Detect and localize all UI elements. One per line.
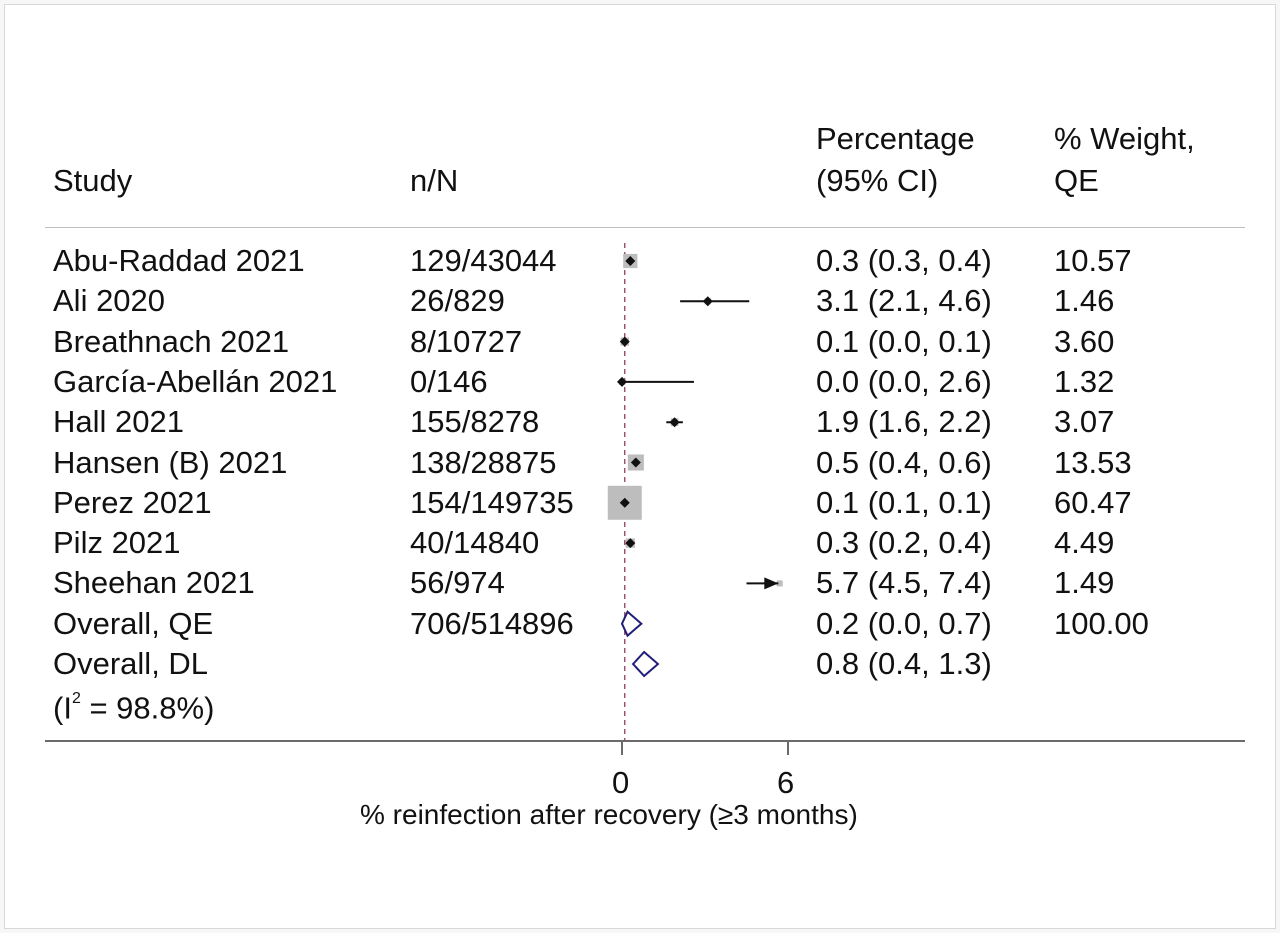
point-estimate bbox=[619, 336, 630, 347]
heterogeneity-sup: 2 bbox=[71, 690, 81, 707]
overall-diamond bbox=[620, 610, 643, 638]
heterogeneity-label: (I2 = 98.8%) bbox=[53, 685, 214, 726]
point-estimate bbox=[619, 497, 630, 508]
study-n-over-n: 155/8278 bbox=[410, 404, 540, 440]
heterogeneity-suffix: = 98.8%) bbox=[80, 690, 215, 726]
study-n-over-n: 706/514896 bbox=[410, 605, 574, 641]
study-name: Sheehan 2021 bbox=[53, 565, 255, 601]
study-ci: 0.8 (0.4, 1.3) bbox=[816, 646, 992, 681]
study-weight: 4.49 bbox=[1054, 525, 1115, 561]
forest-chart bbox=[607, 243, 789, 755]
study-name: Overall, QE bbox=[53, 605, 214, 641]
study-ci: 5.7 (4.5, 7.4) bbox=[816, 565, 992, 601]
study-n-over-n: 56/974 bbox=[410, 565, 505, 601]
study-ci: 0.3 (0.3, 0.4) bbox=[816, 243, 992, 278]
header-weight-qe: QE bbox=[1054, 163, 1099, 198]
study-weight: 60.47 bbox=[1054, 484, 1132, 520]
header-rule bbox=[45, 227, 1245, 228]
x-tick-label-6: 6 bbox=[777, 765, 795, 800]
point-estimate bbox=[617, 376, 627, 387]
x-tick-label-0: 0 bbox=[612, 765, 630, 800]
study-ci: 0.0 (0.0, 2.6) bbox=[816, 363, 992, 399]
point-estimate bbox=[625, 256, 636, 266]
study-n-over-n: 0/146 bbox=[410, 363, 488, 399]
study-weight: 10.57 bbox=[1054, 243, 1132, 278]
study-weight: 1.32 bbox=[1054, 363, 1115, 399]
overall-diamond bbox=[631, 650, 660, 678]
study-weight: 13.53 bbox=[1054, 444, 1132, 480]
study-n-over-n: 154/149735 bbox=[410, 484, 574, 520]
study-ci: 0.1 (0.0, 0.1) bbox=[816, 323, 992, 359]
study-weight: 1.46 bbox=[1054, 283, 1115, 319]
study-n-over-n: 129/43044 bbox=[410, 243, 557, 278]
study-weight: 3.07 bbox=[1054, 404, 1115, 440]
header-ci: (95% CI) bbox=[816, 163, 939, 198]
header-percentage: Percentage bbox=[816, 121, 975, 156]
study-weight: 100.00 bbox=[1054, 605, 1149, 641]
clip-arrow bbox=[764, 577, 779, 590]
study-name: Perez 2021 bbox=[53, 484, 212, 520]
study-name: Hansen (B) 2021 bbox=[53, 444, 288, 480]
study-name: Overall, DL bbox=[53, 646, 209, 681]
study-ci: 0.3 (0.2, 0.4) bbox=[816, 525, 992, 561]
header-study: Study bbox=[53, 163, 133, 198]
weight-box bbox=[776, 580, 783, 587]
study-n-over-n: 8/10727 bbox=[410, 323, 523, 359]
study-weight: 1.49 bbox=[1054, 565, 1115, 601]
study-n-over-n: 26/829 bbox=[410, 283, 505, 319]
study-ci: 0.1 (0.1, 0.1) bbox=[816, 484, 992, 520]
study-name: Pilz 2021 bbox=[53, 525, 181, 561]
study-weight: 3.60 bbox=[1054, 323, 1115, 359]
study-ci: 0.2 (0.0, 0.7) bbox=[816, 605, 992, 641]
point-estimate bbox=[630, 457, 641, 468]
header-n-over-n: n/N bbox=[410, 163, 459, 198]
axis-line bbox=[45, 740, 1245, 742]
point-estimate bbox=[669, 417, 680, 428]
study-n-over-n: 40/14840 bbox=[410, 525, 540, 561]
study-name: Abu-Raddad 2021 bbox=[53, 243, 305, 278]
study-n-over-n: 138/28875 bbox=[410, 444, 557, 480]
heterogeneity-prefix: (I bbox=[53, 690, 72, 726]
study-ci: 0.5 (0.4, 0.6) bbox=[816, 444, 992, 480]
point-estimate bbox=[625, 538, 636, 549]
point-estimate bbox=[702, 296, 713, 307]
study-ci: 1.9 (1.6, 2.2) bbox=[816, 404, 992, 440]
header-weight: % Weight, bbox=[1054, 121, 1195, 156]
study-ci: 3.1 (2.1, 4.6) bbox=[816, 283, 992, 319]
study-name: Breathnach 2021 bbox=[53, 323, 290, 359]
study-name: Ali 2020 bbox=[53, 283, 166, 319]
x-axis-label: % reinfection after recovery (≥3 months) bbox=[360, 799, 858, 830]
forest-plot: Study n/N Percentage (95% CI) % Weight, … bbox=[4, 4, 1276, 929]
study-name: García-Abellán 2021 bbox=[53, 363, 338, 399]
study-name: Hall 2021 bbox=[53, 404, 184, 440]
